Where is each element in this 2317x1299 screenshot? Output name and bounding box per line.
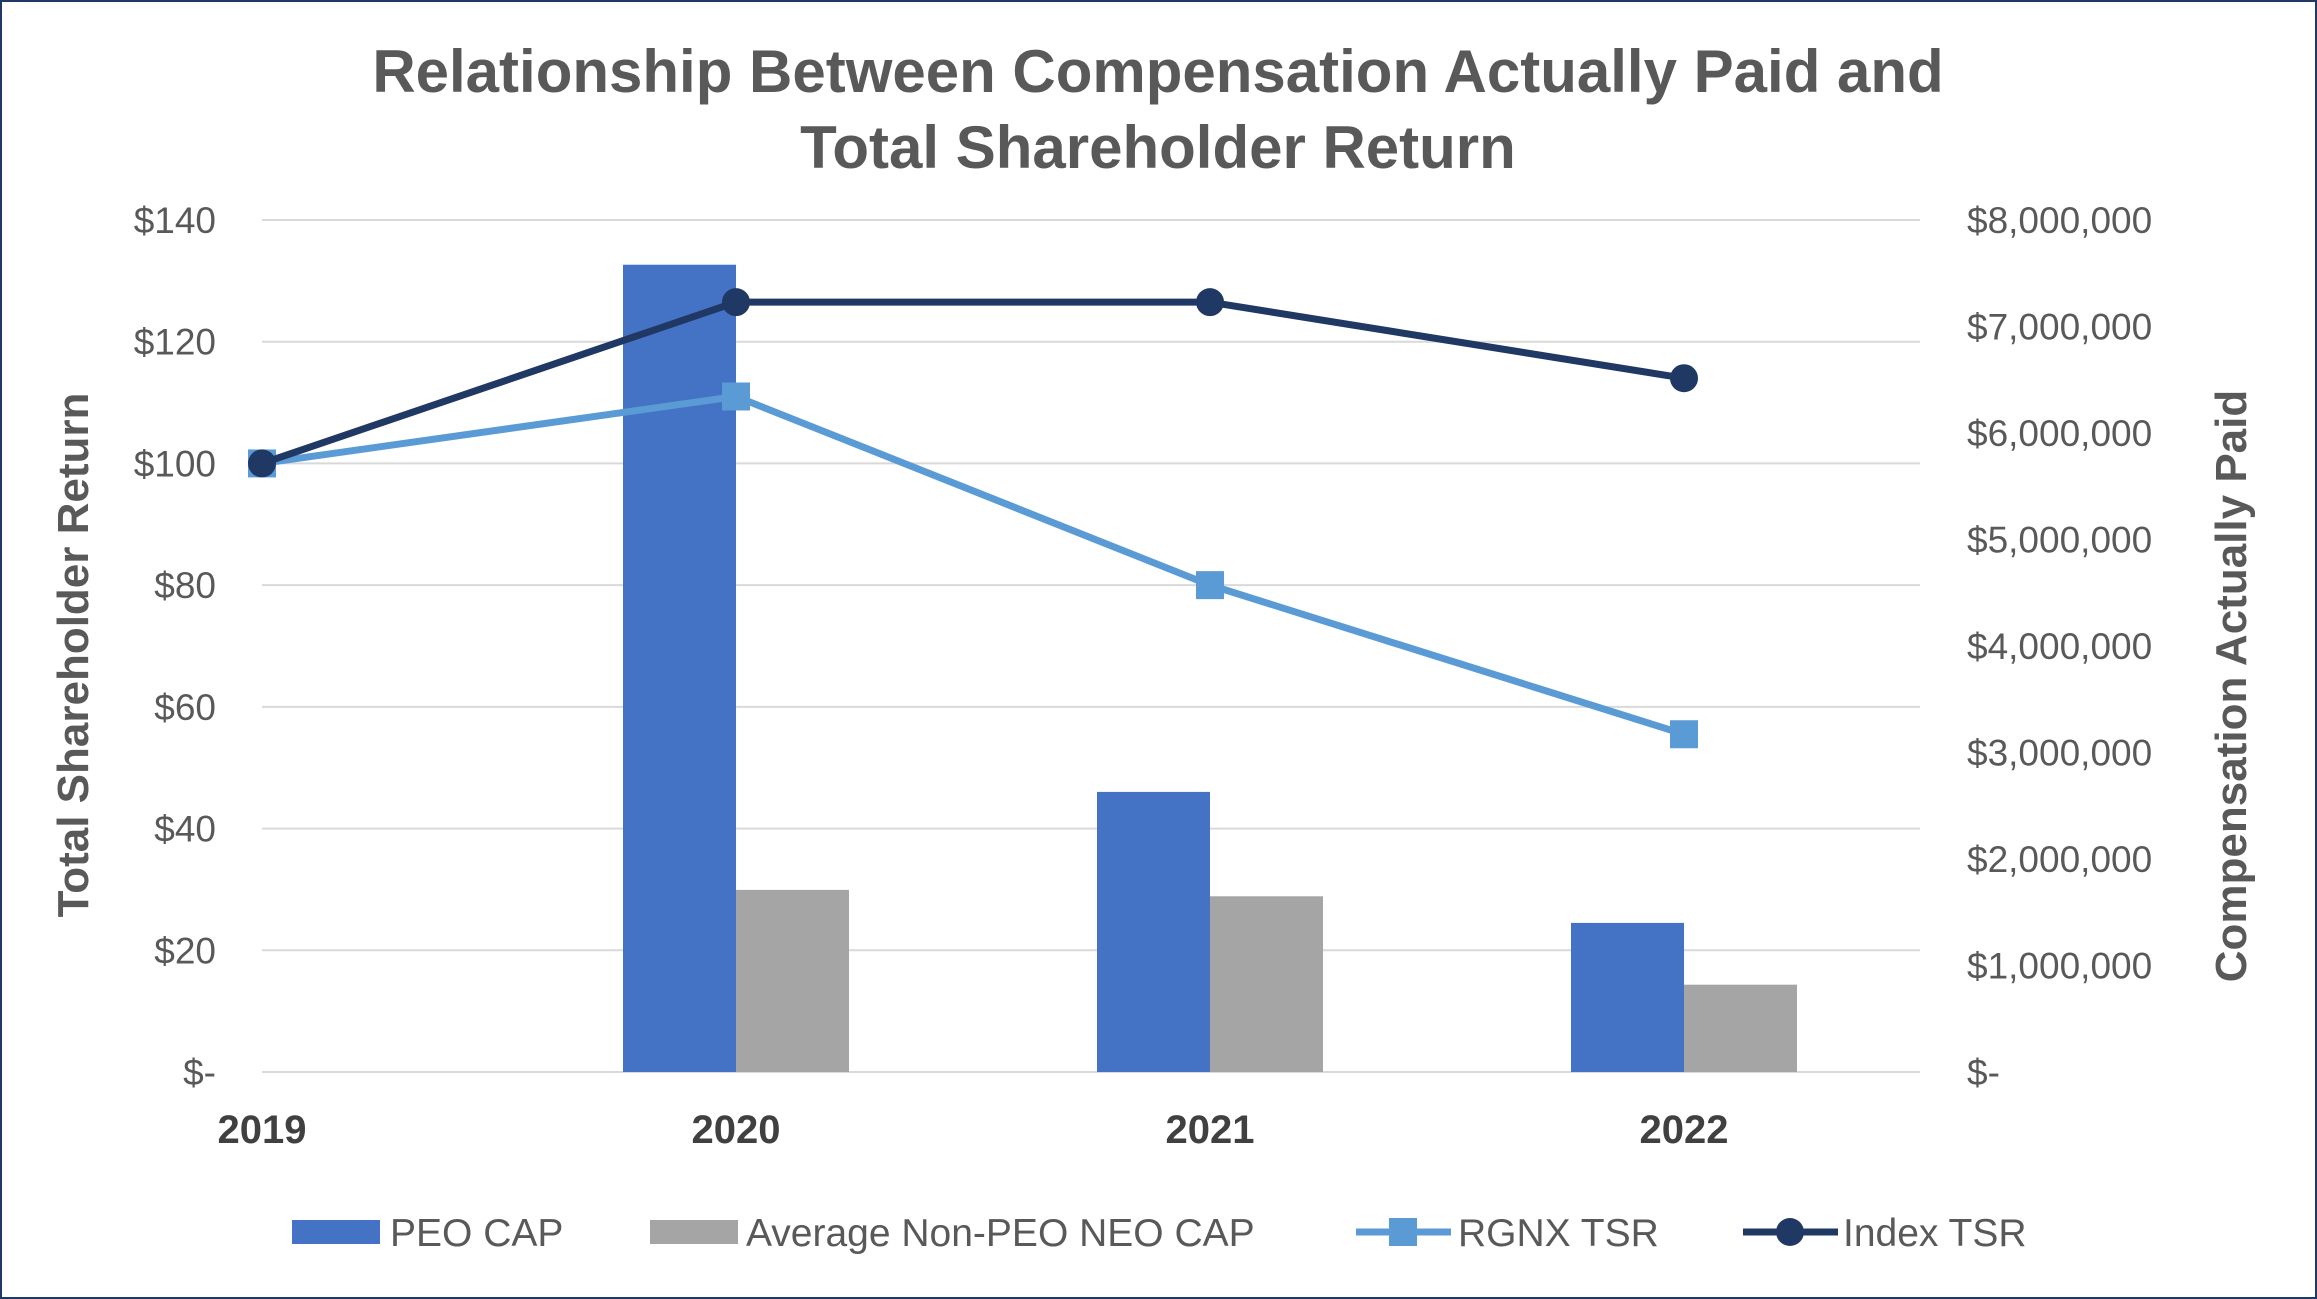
bar-average-non-peo-neo-cap-2020 [736,889,849,1072]
line-rgnx-tsr [261,392,1686,738]
x-axis-ticks: 2019 2020 2021 2022 [218,1108,1729,1152]
right-tick-label: $8,000,000 [1967,200,2152,241]
bar-peo-cap-2020 [623,264,736,1073]
x-tick-label: 2021 [1166,1108,1255,1152]
left-tick-label: $140 [134,200,216,241]
right-tick-label: $2,000,000 [1967,839,2152,880]
left-axis-title: Total Shareholder Return [49,393,98,918]
line-index-tsr [260,298,1685,467]
right-tick-label: $- [1967,1052,2000,1093]
legend-rgnx-tsr-marker [1389,1218,1417,1246]
left-tick-label: $60 [154,687,216,728]
bar-average-non-peo-neo-cap-2021 [1210,896,1323,1072]
legend-average-non-peo-neo-cap-swatch [650,1220,738,1244]
legend: PEO CAP Average Non-PEO NEO CAP RGNX TSR In… [292,1212,2027,1255]
legend-peo-cap-swatch [292,1220,380,1244]
left-axis-ticks: $- $20 $40 $60 $80 $100 $120 $140 [134,200,216,1093]
legend-peo-cap-label: PEO CAP [390,1212,563,1255]
legend-index-tsr-label: Index TSR [1843,1212,2027,1255]
point-rgnx-tsr-2020 [722,382,750,411]
point-index-tsr-2022 [1670,364,1698,393]
bar-peo-cap-2021 [1097,791,1210,1072]
left-tick-label: $120 [134,322,216,363]
chart-title-line-2: Total Shareholder Return [800,114,1516,181]
point-index-tsr-2021 [1196,288,1224,317]
bar-average-non-peo-neo-cap-2022 [1684,984,1797,1072]
right-tick-label: $5,000,000 [1967,520,2152,561]
left-tick-label: $40 [154,809,216,850]
point-index-tsr-2020 [722,288,750,317]
right-axis-title: Compensation Actually Paid [2207,390,2256,982]
bar-peo-cap-2022 [1571,922,1684,1072]
lines [248,288,1698,749]
point-index-tsr-2019 [248,449,276,478]
point-rgnx-tsr-2022 [1670,720,1698,749]
right-tick-label: $6,000,000 [1967,413,2152,454]
legend-index-tsr-marker [1776,1218,1804,1246]
bars [623,264,1797,1073]
right-tick-label: $4,000,000 [1967,626,2152,667]
left-tick-label: $- [183,1052,216,1093]
x-tick-label: 2019 [218,1108,307,1152]
legend-average-non-peo-neo-cap-label: Average Non-PEO NEO CAP [746,1212,1255,1255]
left-tick-label: $80 [154,565,216,606]
point-rgnx-tsr-2021 [1196,571,1224,600]
left-tick-label: $100 [134,443,216,484]
right-axis-ticks: $- $1,000,000 $2,000,000 $3,000,000 $4,000,0… [1967,200,2152,1093]
right-tick-label: $7,000,000 [1967,307,2152,348]
chart-title-line-1: Relationship Between Compensation Actual… [372,38,1943,105]
right-tick-label: $1,000,000 [1967,946,2152,987]
left-tick-label: $20 [154,930,216,971]
x-tick-label: 2020 [692,1108,781,1152]
right-tick-label: $3,000,000 [1967,733,2152,774]
legend-rgnx-tsr-label: RGNX TSR [1458,1212,1659,1255]
x-tick-label: 2022 [1640,1108,1729,1152]
